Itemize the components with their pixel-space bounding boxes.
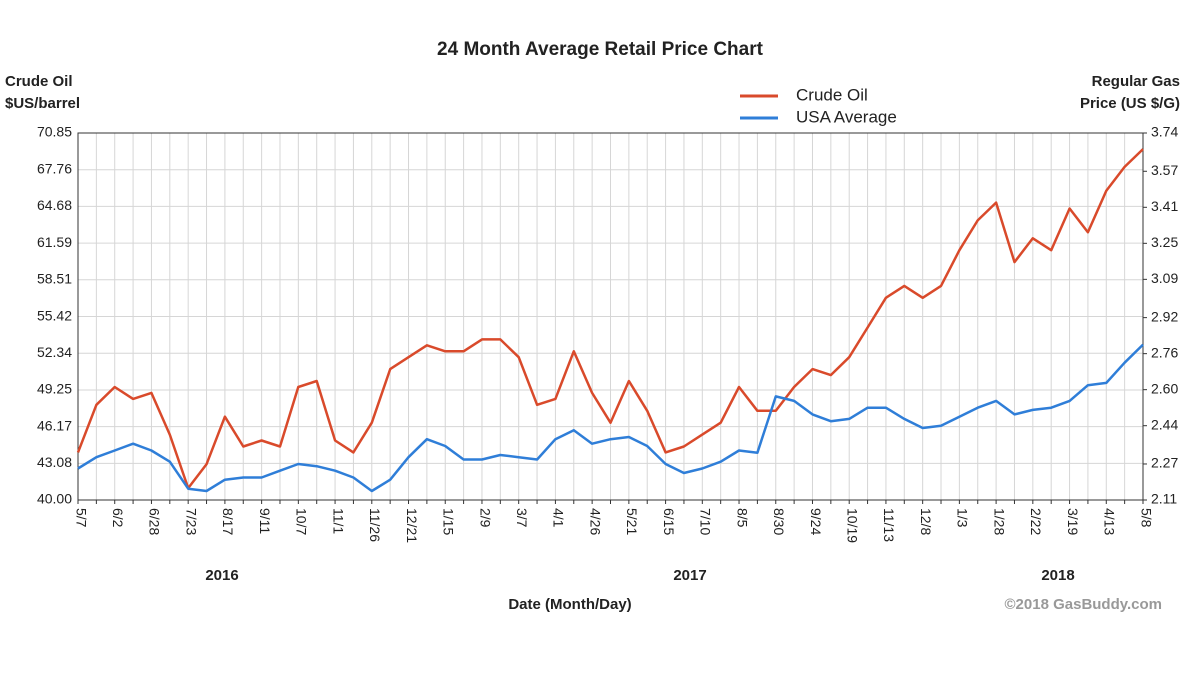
x-tick-label: 12/21	[404, 508, 420, 543]
legend-label: USA Average	[796, 107, 897, 126]
y-axis-label: $US/barrel	[5, 95, 80, 112]
x-tick-label: 9/24	[808, 508, 824, 535]
y2-tick-label: 2.76	[1151, 344, 1178, 360]
y2-axis-label: Price (US $/G)	[1080, 95, 1180, 112]
x-tick-label: 1/28	[991, 508, 1007, 535]
data-line	[77, 343, 1144, 493]
x-tick-label: 5/8	[1138, 508, 1154, 528]
x-tick-label: 12/8	[918, 508, 934, 535]
x-tick-label: 8/5	[734, 508, 750, 528]
x-tick-label: 3/7	[514, 508, 530, 528]
x-tick-label: 8/17	[220, 508, 236, 535]
x-tick-label: 6/15	[661, 508, 677, 535]
x-tick-label: 4/26	[587, 508, 603, 535]
y-tick-label: 67.76	[37, 160, 72, 176]
data-line	[76, 148, 1144, 490]
x-tick-label: 5/21	[624, 508, 640, 535]
y-tick-label: 58.51	[37, 271, 72, 287]
y2-tick-label: 3.25	[1151, 234, 1178, 250]
y-tick-label: 70.85	[37, 124, 72, 140]
year-label: 2016	[205, 567, 238, 584]
y2-tick-label: 2.44	[1151, 416, 1178, 432]
y2-tick-label: 3.41	[1151, 198, 1178, 214]
x-axis-label: Date (Month/Day)	[508, 596, 631, 613]
x-tick-label: 5/7	[73, 508, 89, 528]
x-tick-label: 4/13	[1102, 508, 1118, 535]
y2-tick-label: 3.57	[1151, 162, 1178, 178]
legend-label: Crude Oil	[796, 85, 868, 104]
y2-tick-label: 3.74	[1151, 124, 1178, 140]
x-tick-label: 2/22	[1028, 508, 1044, 535]
x-tick-label: 11/1	[330, 508, 346, 534]
x-tick-label: 6/28	[147, 508, 163, 535]
y2-tick-label: 2.11	[1151, 491, 1177, 507]
y2-tick-label: 3.09	[1151, 270, 1178, 286]
year-label: 2017	[673, 567, 706, 584]
chart-title: 24 Month Average Retail Price Chart	[437, 39, 764, 60]
x-tick-label: 11/26	[367, 508, 383, 542]
x-tick-label: 4/1	[551, 508, 567, 528]
y2-tick-label: 2.27	[1151, 455, 1178, 471]
y-tick-label: 40.00	[37, 491, 72, 507]
x-tick-label: 1/3	[955, 508, 971, 528]
x-tick-label: 7/23	[183, 508, 199, 535]
x-tick-label: 10/7	[294, 508, 310, 535]
y2-tick-label: 2.60	[1151, 380, 1178, 396]
x-tick-label: 7/10	[698, 508, 714, 535]
y-axis-label: Crude Oil	[5, 73, 73, 90]
x-tick-label: 10/19	[845, 508, 861, 543]
x-tick-label: 3/19	[1065, 508, 1081, 535]
y2-tick-label: 2.92	[1151, 308, 1178, 324]
y-tick-label: 46.17	[37, 417, 72, 433]
x-tick-label: 2/9	[477, 508, 493, 528]
credit: ©2018 GasBuddy.com	[1005, 596, 1163, 613]
x-tick-label: 6/2	[110, 508, 126, 528]
x-tick-label: 8/30	[771, 508, 787, 535]
x-tick-label: 1/15	[441, 508, 457, 535]
y-tick-label: 64.68	[37, 197, 72, 213]
year-label: 2018	[1041, 567, 1074, 584]
y-tick-label: 43.08	[37, 454, 72, 470]
y-tick-label: 52.34	[37, 344, 72, 360]
y2-axis-label: Regular Gas	[1092, 73, 1180, 90]
y-tick-label: 61.59	[37, 234, 72, 250]
x-tick-label: 9/11	[257, 508, 273, 534]
y-tick-label: 49.25	[37, 381, 72, 397]
x-tick-label: 11/13	[881, 508, 897, 542]
y-tick-label: 55.42	[37, 307, 72, 323]
